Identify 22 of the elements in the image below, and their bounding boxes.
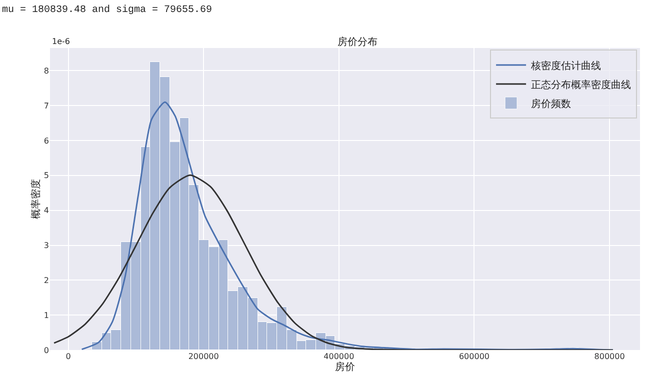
legend-label: 核密度估计曲线	[530, 60, 602, 72]
x-tick-label: 800000	[594, 352, 625, 361]
legend-label: 正态分布概率密度曲线	[531, 78, 632, 91]
legend-label: 房价频数	[531, 98, 572, 110]
y-tick-label: 5	[44, 171, 49, 180]
y-tick-label: 0	[44, 346, 49, 355]
y-tick-label: 8	[44, 66, 49, 76]
x-tick-label: 0	[66, 352, 71, 361]
x-axis-title: 房价	[335, 361, 355, 373]
y-tick-label: 2	[44, 276, 49, 285]
chart-title: 房价分布	[338, 36, 378, 48]
y-tick-label: 6	[44, 136, 49, 146]
text: mu = 180839.48 and sigma = 79655.69	[2, 4, 212, 16]
y-tick-label: 4	[44, 206, 49, 216]
text: 1e-6	[52, 37, 70, 46]
x-tick-label: 200000	[188, 352, 219, 361]
x-tick-label: 400000	[324, 352, 354, 361]
y-tick-label: 7	[44, 101, 49, 110]
y-tick-label: 1	[44, 310, 49, 320]
y-axis-title: 概率密度	[30, 179, 42, 219]
x-tick-label: 600000	[458, 352, 490, 361]
y-tick-label: 3	[44, 241, 49, 250]
